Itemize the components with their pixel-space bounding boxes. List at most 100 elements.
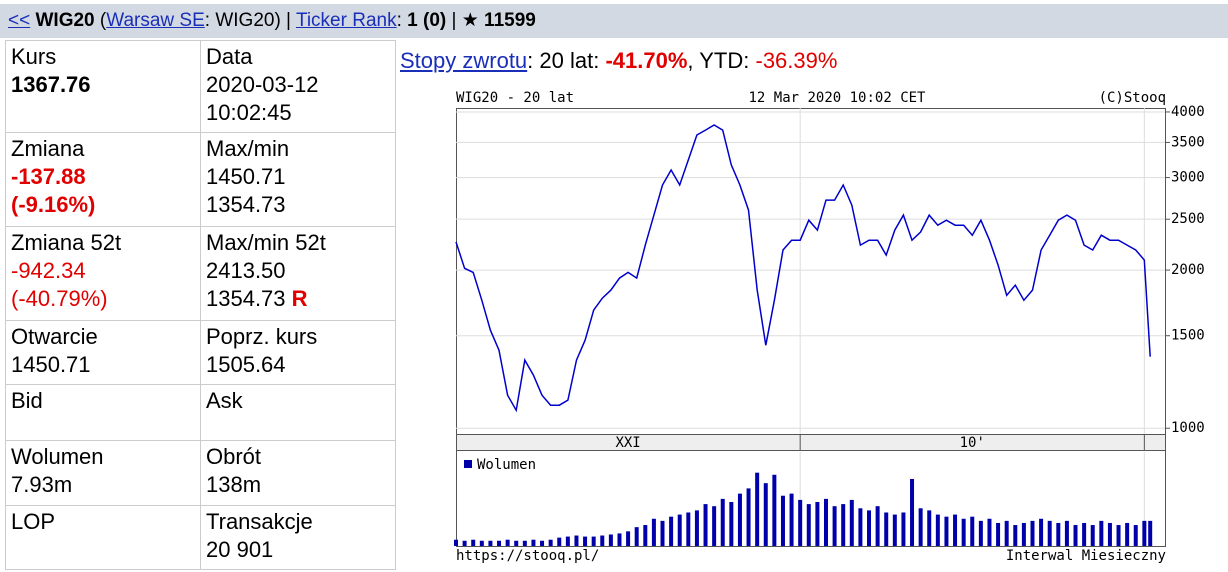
volume-bar [987, 518, 992, 546]
volume-bar [1133, 525, 1138, 546]
label: Kurs [11, 44, 57, 69]
volume-bar [540, 540, 545, 546]
volume-bar [522, 540, 527, 546]
volume-bar [505, 539, 510, 546]
volume-bar [694, 510, 699, 546]
label: Otwarcie [11, 324, 98, 349]
volume-bar [763, 483, 768, 546]
volume-frame [456, 450, 1166, 547]
value: (-9.16%) [11, 192, 96, 217]
volume-bar [944, 516, 949, 546]
value: 1367.76 [11, 72, 91, 97]
volume-bar [996, 522, 1001, 546]
value: -942.34 [11, 258, 86, 283]
label: Zmiana 52t [11, 230, 122, 255]
volume-bar [970, 516, 975, 546]
volume-bar [583, 536, 588, 546]
plot-frame [456, 108, 1166, 435]
value: 20 901 [206, 537, 274, 562]
volume-bar [755, 472, 760, 546]
y-tick-label: 4000 [1171, 104, 1205, 120]
star-sep: | ★ [451, 10, 479, 31]
volume-bar [780, 495, 785, 546]
value: 1450.71 [11, 352, 91, 377]
volume-bar [1090, 525, 1095, 546]
volume-bar [531, 539, 536, 546]
paren: ( [99, 10, 107, 31]
cell: Bid [5, 384, 201, 441]
period-value: -41.70% [605, 48, 688, 73]
symbol: WIG20 [35, 10, 95, 31]
volume-bar [953, 514, 958, 546]
volume-bar [634, 527, 639, 546]
credit: (C)Stooq [1099, 90, 1166, 106]
volume-bar [978, 520, 983, 546]
volume-bar [720, 498, 725, 546]
volume-bar [789, 493, 794, 546]
legend-label: Wolumen [477, 457, 536, 473]
volume-bar [875, 506, 880, 546]
returns-link[interactable]: Stopy zwrotu [400, 48, 528, 73]
volume-bar [548, 539, 553, 546]
volume-bar [497, 540, 502, 546]
volume-bar [600, 535, 605, 546]
volume-bar [591, 536, 596, 546]
volume-bar [660, 520, 665, 546]
volume-bar [1021, 522, 1026, 546]
value: 1354.73 [206, 192, 286, 217]
volume-bar [1082, 522, 1087, 546]
period-band [456, 434, 1166, 451]
cell: LOP [5, 505, 201, 570]
label: Poprz. kurs [206, 324, 318, 349]
y-tick-label: 3000 [1171, 170, 1205, 186]
volume-bar [1125, 522, 1130, 546]
rank-link[interactable]: Ticker Rank [295, 10, 397, 31]
period-label: XXI [615, 435, 640, 451]
volume-bar [867, 510, 872, 546]
label: Ask [206, 388, 243, 413]
flag: R [291, 286, 308, 311]
volume-bar [927, 510, 932, 546]
volume-bar [617, 533, 622, 546]
volume-bar [557, 537, 562, 546]
cell: Otwarcie 1450.71 [5, 320, 201, 385]
volume-bar [892, 514, 897, 546]
cell: Zmiana 52t -942.34 (-40.79%) [5, 226, 201, 321]
returns: Stopy zwrotu: 20 lat: -41.70%, YTD: -36.… [400, 48, 837, 74]
value: 2413.50 [206, 258, 286, 283]
label: Transakcje [206, 509, 313, 534]
ytd-value: -36.39% [755, 48, 838, 73]
volume-bar [1142, 520, 1147, 546]
chart-title: WIG20 - 20 lat [456, 90, 574, 106]
y-tick-label: 3500 [1171, 134, 1205, 150]
volume-bar [1064, 520, 1069, 546]
volume-bar [746, 488, 751, 546]
value: (-40.79%) [11, 286, 108, 311]
volume-bar [841, 504, 846, 546]
timestamp: 12 Mar 2020 10:02 CET [748, 90, 926, 106]
volume-bar [1004, 520, 1009, 546]
volume-bar [703, 504, 708, 546]
value: 10:02:45 [206, 100, 292, 125]
ticker: : WIG20) | [204, 10, 291, 31]
value-row: 1354.73 R [206, 285, 390, 313]
volume-bar [858, 508, 863, 546]
value: 1505.64 [206, 352, 286, 377]
label: Wolumen [11, 444, 104, 469]
label: Bid [11, 388, 43, 413]
back-link[interactable]: << [8, 10, 31, 31]
volume-bar [884, 512, 889, 546]
value: -137.88 [11, 164, 86, 189]
price-line [455, 124, 1151, 413]
volume-bar [961, 518, 966, 546]
value: 1354.73 [206, 286, 286, 311]
volume-bar [935, 514, 940, 546]
legend-swatch [464, 460, 472, 468]
label: Obrót [206, 444, 262, 469]
volume-bar [669, 516, 674, 546]
volume-bar [832, 506, 837, 546]
volume-bar [910, 478, 915, 546]
exchange-link[interactable]: Warsaw SE [106, 10, 205, 31]
volume-bar [798, 499, 803, 546]
